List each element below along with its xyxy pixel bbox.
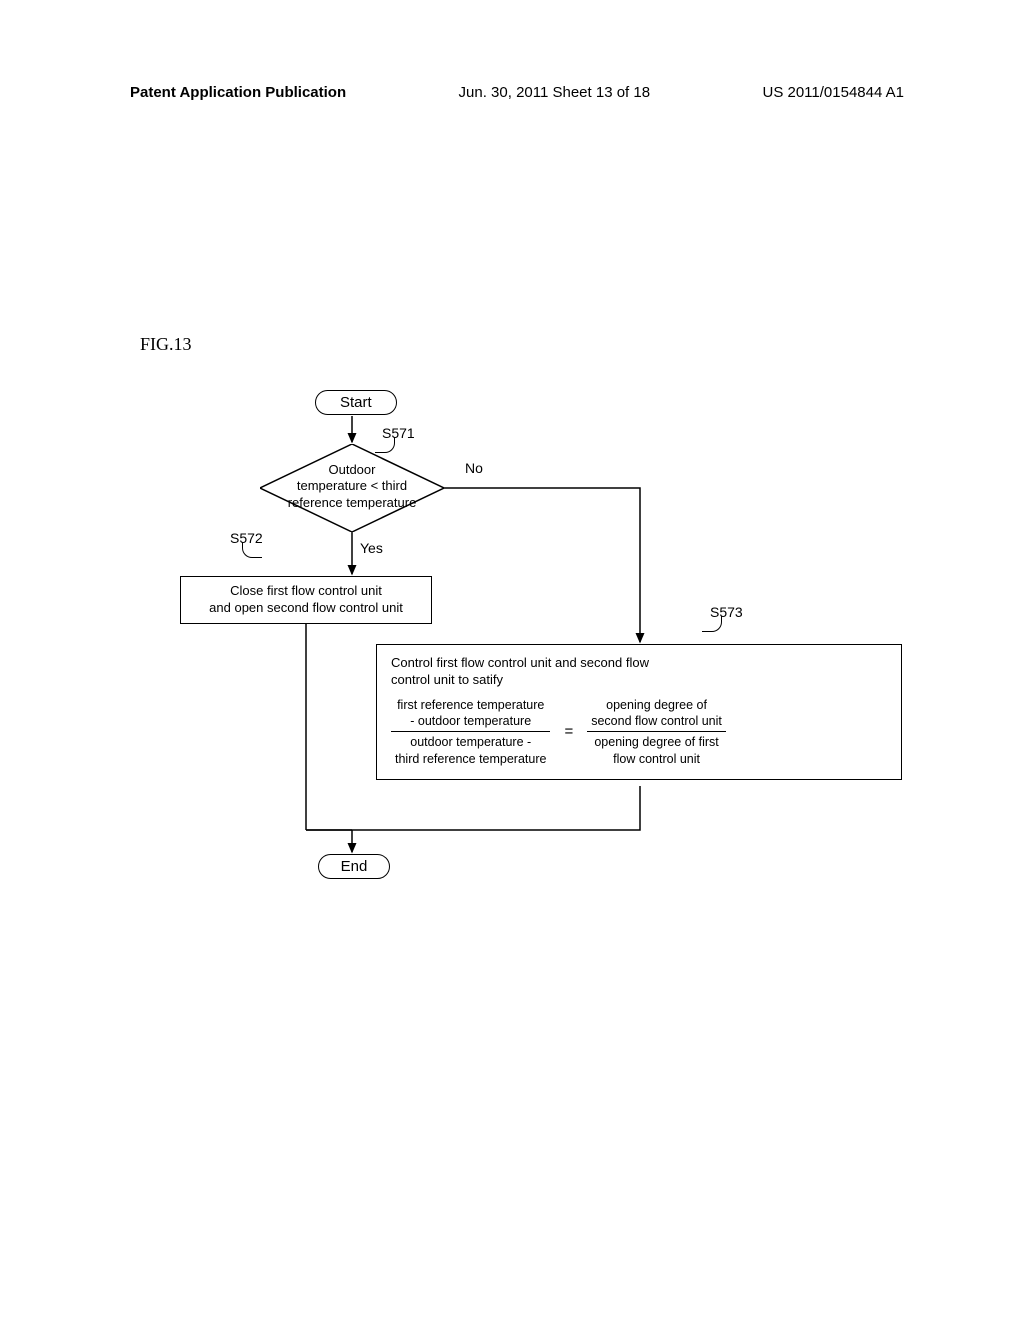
frac2-top: opening degree of second flow control un…: [587, 697, 726, 732]
s573-title: Control first flow control unit and seco…: [391, 655, 887, 689]
s573-pointer: [702, 616, 722, 632]
figure-label: FIG.13: [140, 334, 192, 355]
frac1-bot: outdoor temperature - third reference te…: [391, 732, 550, 767]
header-center: Jun. 30, 2011 Sheet 13 of 18: [459, 84, 651, 101]
decision-text: Outdoor temperature < third reference te…: [260, 462, 444, 511]
frac2-bot: opening degree of first flow control uni…: [590, 732, 722, 767]
header-left: Patent Application Publication: [130, 84, 346, 101]
flowchart: Start S571 Outdoor temperature < third r…: [180, 390, 920, 890]
start-label: Start: [340, 394, 372, 411]
flow-end: End: [318, 854, 390, 879]
fraction-right: opening degree of second flow control un…: [587, 697, 726, 767]
process-s573: Control first flow control unit and seco…: [376, 644, 902, 780]
branch-yes: Yes: [360, 540, 383, 556]
decision-s571: Outdoor temperature < third reference te…: [260, 444, 444, 532]
decision-line1: Outdoor: [260, 462, 444, 478]
s572-line2: and open second flow control unit: [189, 600, 423, 617]
fraction-left: first reference temperature - outdoor te…: [391, 697, 550, 767]
branch-no: No: [465, 460, 483, 476]
equals-sign: =: [560, 722, 577, 742]
frac1-top: first reference temperature - outdoor te…: [393, 697, 548, 732]
s573-equation: first reference temperature - outdoor te…: [391, 697, 887, 767]
decision-line3: reference temperature: [260, 495, 444, 511]
flow-start: Start: [315, 390, 397, 415]
header-right: US 2011/0154844 A1: [762, 84, 904, 101]
page-header: Patent Application Publication Jun. 30, …: [0, 84, 1024, 101]
process-s572: Close first flow control unit and open s…: [180, 576, 432, 624]
decision-line2: temperature < third: [260, 478, 444, 494]
end-label: End: [341, 858, 368, 875]
s572-pointer: [242, 542, 262, 558]
s572-line1: Close first flow control unit: [189, 583, 423, 600]
